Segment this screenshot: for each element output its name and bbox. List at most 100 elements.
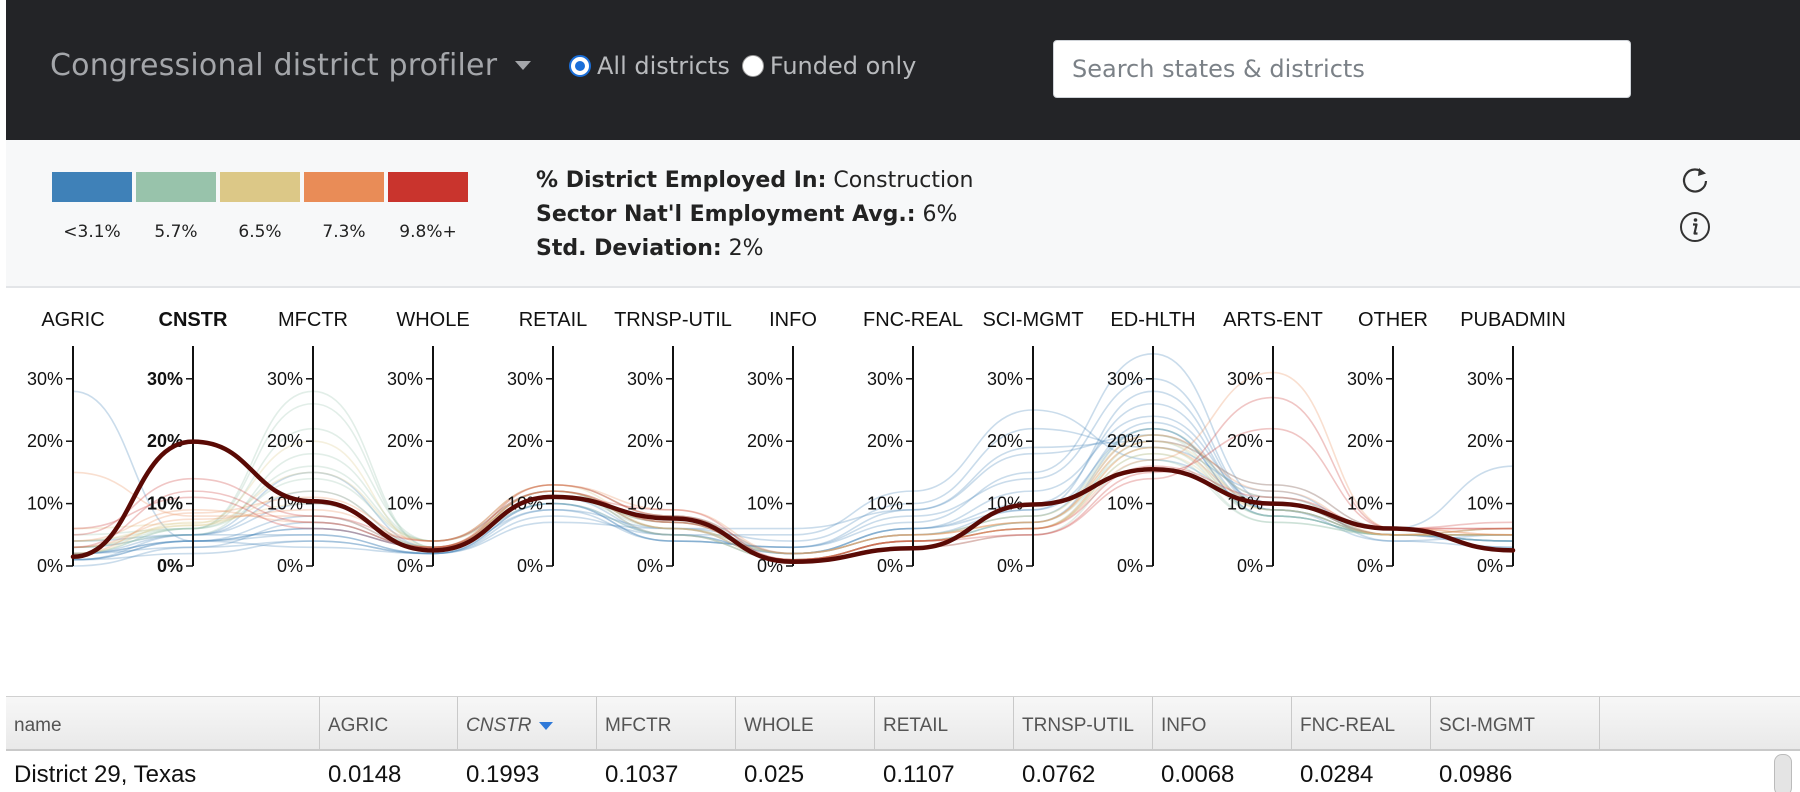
radio-button-checked[interactable]: [569, 55, 591, 77]
tick-label: 0%: [397, 556, 423, 576]
table-cell: District 29, Texas: [14, 761, 197, 788]
table-body: District 29, Texas 0.0148 0.1993 0.1037 0.02…: [6, 751, 1800, 792]
column-header[interactable]: INFO: [1153, 697, 1292, 749]
district-filter-radios: All districts Funded only: [569, 52, 928, 80]
axis-title[interactable]: CNSTR: [159, 309, 228, 331]
profiler-dropdown[interactable]: Congressional district profiler: [50, 48, 532, 83]
tick-label: 20%: [627, 431, 663, 451]
legend-item: 6.5%: [220, 172, 300, 242]
tick-label: 20%: [1227, 431, 1263, 451]
axis-title[interactable]: OTHER: [1358, 309, 1428, 331]
axis-title[interactable]: MFCTR: [278, 309, 348, 331]
column-header[interactable]: MFCTR: [597, 697, 736, 749]
axis-title[interactable]: ARTS-ENT: [1223, 309, 1323, 331]
column-header[interactable]: SCI-MGMT: [1431, 697, 1600, 749]
highlight-line-group: [70, 439, 1516, 565]
stat-average: Sector Nat'l Employment Avg.: 6%: [536, 198, 973, 232]
axis-title[interactable]: TRNSP-UTIL: [614, 309, 732, 331]
tick-label: 20%: [147, 431, 183, 451]
column-header[interactable]: name: [6, 697, 320, 749]
column-header-label: CNSTR: [466, 715, 532, 736]
tick-label: 10%: [1467, 494, 1503, 514]
table-cell: 0.1107: [883, 761, 955, 788]
legend-swatch: [52, 172, 132, 202]
district-line: [72, 402, 1514, 555]
legend-item: 9.8%+: [388, 172, 468, 242]
tick-label: 30%: [147, 369, 183, 389]
legend-label: 6.5%: [238, 222, 282, 242]
stat-average-value: 6%: [922, 202, 958, 227]
table-cell: 0.1037: [605, 761, 679, 788]
tick-label: 30%: [747, 369, 783, 389]
axis-title[interactable]: RETAIL: [519, 309, 588, 331]
stat-stddev-value: 2%: [728, 236, 764, 261]
table-cell: 0.025: [744, 761, 805, 788]
table-cell: 0.0986: [1439, 761, 1513, 788]
sector-stats: % District Employed In: Construction Sec…: [536, 164, 973, 266]
refresh-icon[interactable]: [1678, 164, 1712, 198]
chevron-down-icon: [515, 61, 532, 70]
table-row[interactable]: District 29, Texas 0.0148 0.1993 0.1037 0.02…: [6, 751, 1800, 792]
tick-label: 20%: [1467, 431, 1503, 451]
tick-label: 0%: [637, 556, 663, 576]
table-header: name AGRIC CNSTR MFCTR WHOLE RETAIL TRNSP-UTIL…: [6, 696, 1800, 751]
axis-title[interactable]: INFO: [769, 309, 817, 331]
tick-label: 20%: [507, 431, 543, 451]
table-cell: 0.1993: [466, 761, 540, 788]
column-header-label: WHOLE: [744, 715, 814, 736]
legend-swatch: [136, 172, 216, 202]
info-icon[interactable]: [1678, 210, 1712, 244]
column-header-label: FNC-REAL: [1300, 715, 1396, 736]
tick-label: 30%: [1347, 369, 1383, 389]
radio-button-unchecked[interactable]: [741, 55, 764, 77]
legend-item: 7.3%: [304, 172, 384, 242]
column-header-label: MFCTR: [605, 715, 672, 736]
stat-employed-value: Construction: [833, 168, 974, 193]
sort-descending-icon: [539, 721, 554, 730]
info-panel: <3.1% 5.7% 6.5% 7.3% 9.8%+ % District Em…: [6, 140, 1800, 288]
column-header-label: RETAIL: [883, 715, 949, 736]
column-header[interactable]: RETAIL: [875, 697, 1014, 749]
stat-employed-label: % District Employed In:: [536, 168, 827, 193]
tick-label: 0%: [517, 556, 543, 576]
tick-label: 0%: [37, 556, 63, 576]
app-title: Congressional district profiler: [50, 48, 498, 83]
column-header[interactable]: TRNSP-UTIL: [1014, 697, 1153, 749]
tick-label: 20%: [267, 431, 303, 451]
table-cell: 0.0284: [1300, 761, 1374, 788]
axis-title[interactable]: SCI-MGMT: [982, 309, 1083, 331]
tick-label: 10%: [627, 494, 663, 514]
axes: AGRIC 0% 10% 20% 30% CNSTR 0% 10% 20% 30% MFCTR 0% 1…: [27, 309, 1566, 576]
table-cell: 0.0068: [1161, 761, 1235, 788]
radio-label-all-districts: All districts: [597, 52, 730, 80]
stat-stddev: Std. Deviation: 2%: [536, 232, 973, 266]
axis-title[interactable]: PUBADMIN: [1460, 309, 1566, 331]
tick-label: 30%: [1467, 369, 1503, 389]
axis-title[interactable]: FNC-REAL: [863, 309, 963, 331]
vertical-scrollbar[interactable]: [1774, 754, 1792, 792]
radio-funded-only[interactable]: Funded only: [741, 52, 916, 80]
search-input[interactable]: [1053, 40, 1631, 98]
legend-label: 5.7%: [154, 222, 198, 242]
axis-title[interactable]: ED-HLTH: [1110, 309, 1195, 331]
axis-title[interactable]: WHOLE: [396, 309, 469, 331]
highlight-line[interactable]: [70, 439, 1516, 565]
district-line: [72, 377, 1514, 561]
tick-label: 0%: [1477, 556, 1503, 576]
legend-swatch: [220, 172, 300, 202]
tick-label: 0%: [1237, 556, 1263, 576]
legend-label: <3.1%: [63, 222, 121, 242]
column-header[interactable]: AGRIC: [320, 697, 458, 749]
column-header[interactable]: WHOLE: [736, 697, 875, 749]
tick-label: 10%: [1347, 494, 1383, 514]
tick-label: 20%: [1347, 431, 1383, 451]
column-header-label: AGRIC: [328, 715, 389, 736]
tick-label: 20%: [987, 431, 1023, 451]
column-header[interactable]: CNSTR: [458, 697, 597, 749]
column-header[interactable]: FNC-REAL: [1292, 697, 1431, 749]
tick-label: 0%: [277, 556, 303, 576]
axis-title[interactable]: AGRIC: [41, 309, 104, 331]
radio-all-districts[interactable]: All districts: [569, 52, 730, 80]
tick-label: 30%: [987, 369, 1023, 389]
legend-swatch: [304, 172, 384, 202]
